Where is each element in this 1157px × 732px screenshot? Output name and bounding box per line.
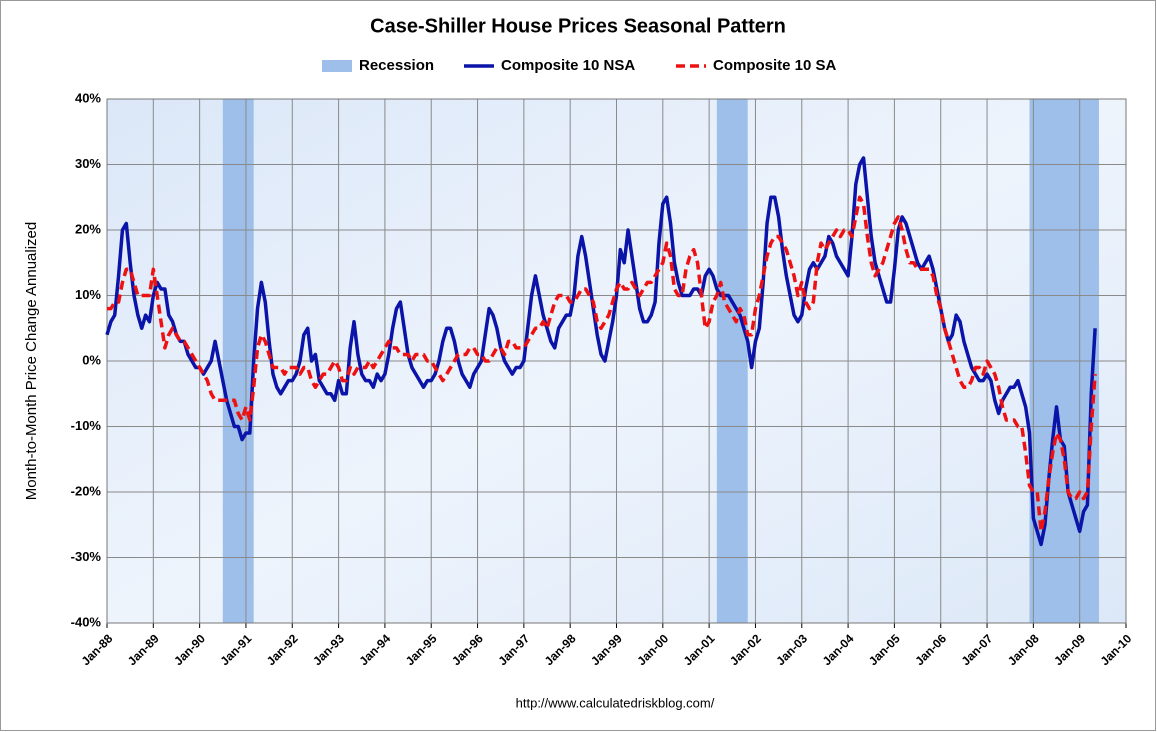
legend-label: Recession	[359, 57, 434, 74]
chart-title: Case-Shiller House Prices Seasonal Patte…	[370, 15, 786, 37]
y-tick-label: -10%	[71, 418, 102, 433]
plot-border	[106, 98, 1127, 624]
y-tick-label: 10%	[75, 287, 101, 302]
legend-label: Composite 10 SA	[713, 57, 837, 74]
legend-swatch	[322, 60, 352, 72]
y-tick-label: 20%	[75, 221, 101, 236]
y-tick-label: -30%	[71, 549, 102, 564]
y-tick-label: -20%	[71, 483, 102, 498]
source: http://www.calculatedriskblog.com/	[516, 695, 715, 710]
y-tick-label: 40%	[75, 90, 101, 105]
legend-label: Composite 10 NSA	[501, 57, 635, 74]
y-tick-label: 30%	[75, 156, 101, 171]
y-tick-label: -40%	[71, 614, 102, 629]
series-line	[107, 195, 1097, 534]
y-tick-label: 0%	[82, 352, 101, 367]
y-axis-label: Month-to-Month Price Change Annualized	[23, 222, 40, 501]
series-line	[105, 156, 1097, 547]
